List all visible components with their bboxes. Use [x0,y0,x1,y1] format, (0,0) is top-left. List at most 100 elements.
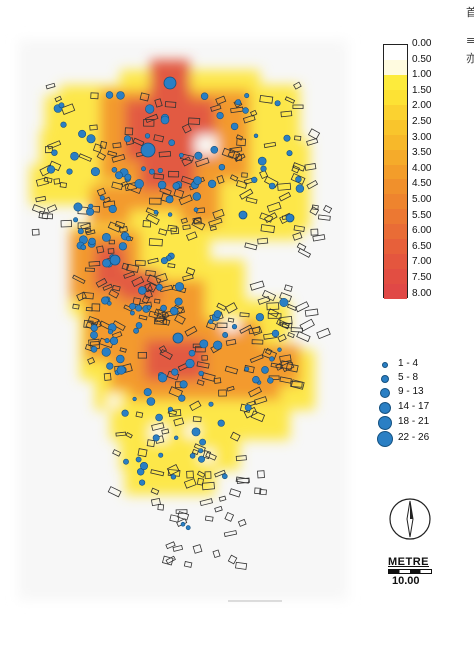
sample-point [118,242,127,251]
building-outline [199,498,213,507]
sample-point [213,310,222,318]
building-outline [183,561,193,568]
building-outline [85,306,93,312]
density-orange-zone [90,185,130,225]
color-ramp-segment [384,164,407,180]
sample-point [279,297,289,307]
building-outline [111,331,123,340]
building-outline [169,514,180,523]
building-outline [261,289,277,302]
color-ramp-segment [384,45,407,61]
sample-point [116,354,125,364]
sample-point [107,301,112,306]
dot-legend-label: 22 - 26 [398,432,430,443]
building-outline [204,515,214,522]
building-outline [266,201,282,213]
sample-point [135,456,142,463]
building-outline [202,450,212,460]
color-ramp-segment [384,104,407,121]
sample-point [106,362,114,370]
building-outline [95,277,108,288]
building-outline [249,109,258,117]
building-outline [114,220,126,229]
sample-point [129,310,135,316]
building-outline [103,372,112,381]
sample-point [104,338,110,344]
sample-point [126,236,132,242]
sample-point [135,304,142,312]
building-outline [239,324,253,334]
building-outline [225,338,237,346]
sample-point [139,479,146,486]
sample-point [210,146,219,154]
sample-point [261,366,269,374]
building-outline [119,347,127,353]
building-outline [35,177,49,187]
dot-legend-symbol [382,362,388,368]
scale-title: METRE [388,556,429,568]
dot-legend-row: 9 - 13 [376,386,474,400]
sample-point [185,358,195,369]
sample-point [148,168,155,175]
building-outline [257,237,269,245]
building-outline [167,409,178,416]
building-outline [175,509,188,514]
sample-point [123,458,129,465]
dot-legend-row: 18 - 21 [376,416,474,430]
sample-point [108,204,117,214]
building-outline [182,224,191,231]
building-outline [168,409,182,417]
color-ramp-segment [384,134,407,151]
sample-point [208,179,217,188]
color-ramp-segment [384,59,407,76]
sample-point [124,173,132,181]
building-outline [292,104,304,109]
building-outline [236,138,247,147]
building-outline [290,379,305,390]
sample-point [101,347,111,357]
sample-point [132,396,137,402]
building-outline [317,214,331,221]
building-outline [237,518,247,527]
sample-point [180,521,186,527]
building-outline [132,137,145,147]
building-outline [261,348,277,361]
building-outline [31,204,46,215]
building-outline [72,274,86,285]
color-ramp-segment [384,269,407,285]
building-outline [84,228,92,234]
building-outline [84,267,95,272]
building-outline [165,555,176,565]
sample-point [188,349,196,357]
building-outline [154,98,163,108]
sample-point [90,331,98,339]
building-outline [107,150,118,157]
building-outline [161,555,174,566]
sample-point [133,327,139,334]
building-outline [212,208,225,220]
building-outline [150,497,161,507]
building-outline [144,282,153,293]
building-outline [297,247,312,258]
building-outline [46,204,58,214]
building-outline [186,470,194,479]
sample-point [295,176,302,183]
sample-point [199,438,206,446]
building-outline [80,222,91,230]
sample-point [165,195,174,204]
sample-point [277,347,282,352]
building-outline [304,308,319,317]
sample-point [134,179,144,189]
sample-point [107,329,114,335]
building-outline [87,357,96,365]
sample-point [102,258,111,268]
building-outline [145,213,160,226]
building-outline [125,263,140,273]
dot-size-legend: 1 - 4 5 - 8 9 - 13 14 - 17 18 - 21 22 - … [376,358,474,448]
building-outline [245,196,258,204]
building-outline [139,92,150,102]
sample-point [146,305,152,310]
building-outline [91,303,101,312]
color-ramp-segment [384,149,407,166]
building-outline [229,174,239,182]
